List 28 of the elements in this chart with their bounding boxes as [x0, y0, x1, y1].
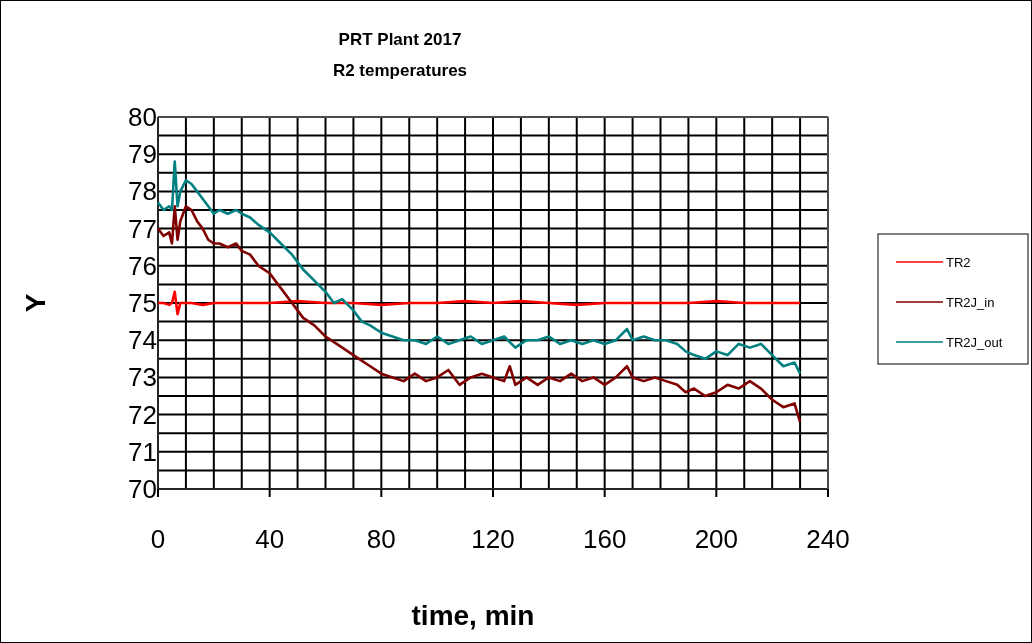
chart-subtitle: R2 temperatures: [332, 61, 468, 80]
y-tick-label: 77: [128, 213, 157, 244]
line-series: [156, 204, 802, 424]
y-tick-label: 70: [128, 474, 157, 504]
legend-label: TR2J_out: [946, 335, 1003, 350]
y-tick-label: 80: [128, 102, 157, 132]
y-tick-label: 75: [128, 288, 157, 318]
y-tick-label: 79: [128, 139, 157, 170]
x-tick-label: 240: [806, 524, 850, 554]
legend-label: TR2: [946, 255, 971, 270]
y-tick-label: 76: [128, 250, 157, 281]
chart-title: PRT Plant 2017: [338, 30, 462, 49]
line-series: [156, 290, 802, 316]
x-tick-label: 0: [150, 524, 166, 554]
x-tick-label: 40: [255, 524, 285, 554]
x-tick-label: 120: [471, 524, 515, 554]
y-axis-title: Y: [20, 293, 51, 313]
legend-label: TR2J_in: [946, 295, 995, 310]
x-tick-label: 80: [366, 524, 396, 554]
x-tick-label: 160: [582, 524, 627, 554]
y-tick-label: 71: [128, 436, 157, 467]
line-series: [156, 160, 802, 375]
y-tick-label: 74: [128, 325, 157, 356]
y-tick-label: 73: [128, 362, 157, 393]
x-axis-title: time, min: [411, 600, 535, 631]
y-tick-label: 78: [128, 176, 157, 207]
y-tick-label: 72: [128, 399, 157, 430]
x-tick-label: 200: [694, 524, 739, 554]
